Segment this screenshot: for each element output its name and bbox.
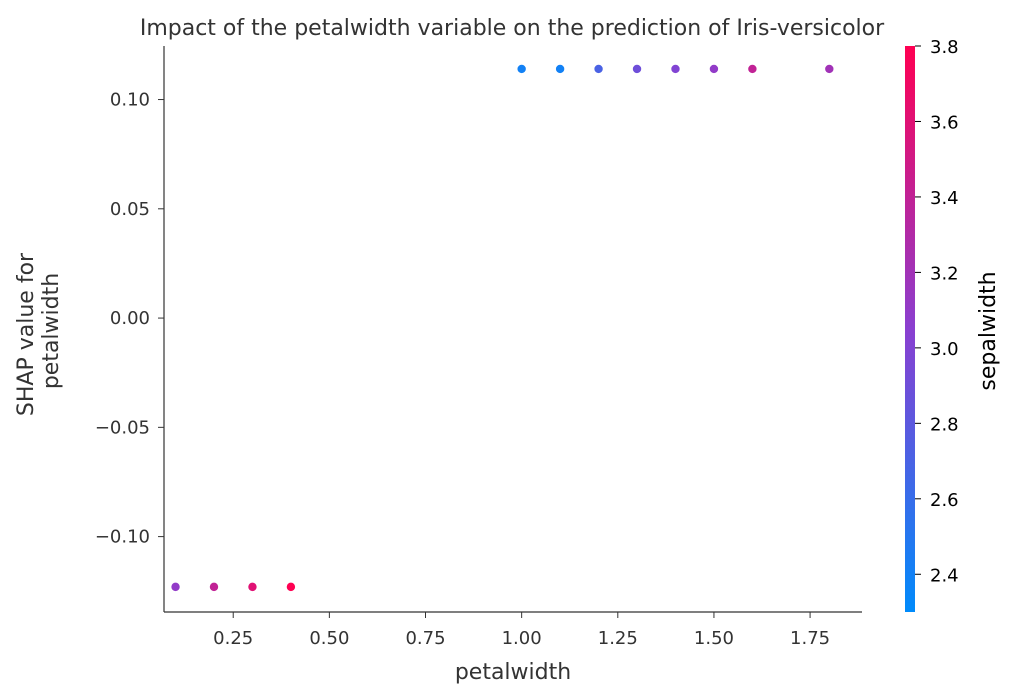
scatter-point	[709, 64, 719, 74]
colorbar-tick-label: 3.0	[930, 339, 959, 360]
x-ticks: 0.25 0.50 0.75 1.00 1.25 1.50 1.75	[213, 612, 830, 649]
x-tick-label: 1.50	[694, 628, 734, 649]
y-axis-label-line-1: SHAP value for	[14, 252, 39, 416]
y-tick-label: 0.00	[110, 308, 150, 329]
scatter-point	[517, 64, 526, 74]
y-axis-label: SHAP value for petalwidth	[14, 246, 64, 416]
colorbar-tick-label: 3.8	[930, 37, 959, 58]
x-axis-label: petalwidth	[455, 660, 571, 685]
scatter-point	[555, 64, 565, 74]
colorbar-label: sepalwidth	[976, 271, 1001, 390]
colorbar	[905, 46, 915, 612]
x-tick-label: 0.75	[405, 628, 445, 649]
x-tick-label: 1.25	[598, 628, 638, 649]
plot-area	[171, 64, 834, 592]
x-tick-label: 0.25	[213, 628, 253, 649]
y-tick-label: −0.05	[95, 417, 150, 438]
scatter-point	[671, 64, 680, 74]
colorbar-ticks: 2.4 2.6 2.8 3.0 3.2 3.4 3.6 3.8	[915, 37, 959, 586]
scatter-point	[286, 582, 296, 592]
scatter-point	[632, 64, 642, 74]
colorbar-tick-label: 3.4	[930, 188, 959, 209]
x-tick-label: 1.00	[502, 628, 542, 649]
colorbar-tick-label: 2.8	[930, 414, 959, 435]
y-tick-label: 0.10	[110, 90, 150, 111]
scatter-point	[248, 582, 257, 592]
colorbar-tick-label: 2.4	[930, 565, 959, 586]
y-ticks: 0.10 0.05 0.00 −0.05 −0.10	[95, 90, 164, 548]
chart-title: Impact of the petalwidth variable on the…	[140, 16, 885, 41]
scatter-point	[748, 64, 757, 74]
scatter-point	[171, 582, 180, 592]
scatter-point	[594, 64, 603, 74]
x-tick-label: 0.50	[309, 628, 349, 649]
y-tick-label: −0.10	[95, 527, 150, 548]
scatter-point	[209, 582, 219, 592]
scatter-point	[825, 64, 834, 74]
y-axis-label-line-2: petalwidth	[39, 273, 64, 389]
colorbar-tick-label: 3.2	[930, 263, 959, 284]
x-tick-label: 1.75	[790, 628, 830, 649]
y-tick-label: 0.05	[110, 199, 150, 220]
colorbar-tick-label: 3.6	[930, 112, 959, 133]
colorbar-tick-label: 2.6	[930, 490, 959, 511]
